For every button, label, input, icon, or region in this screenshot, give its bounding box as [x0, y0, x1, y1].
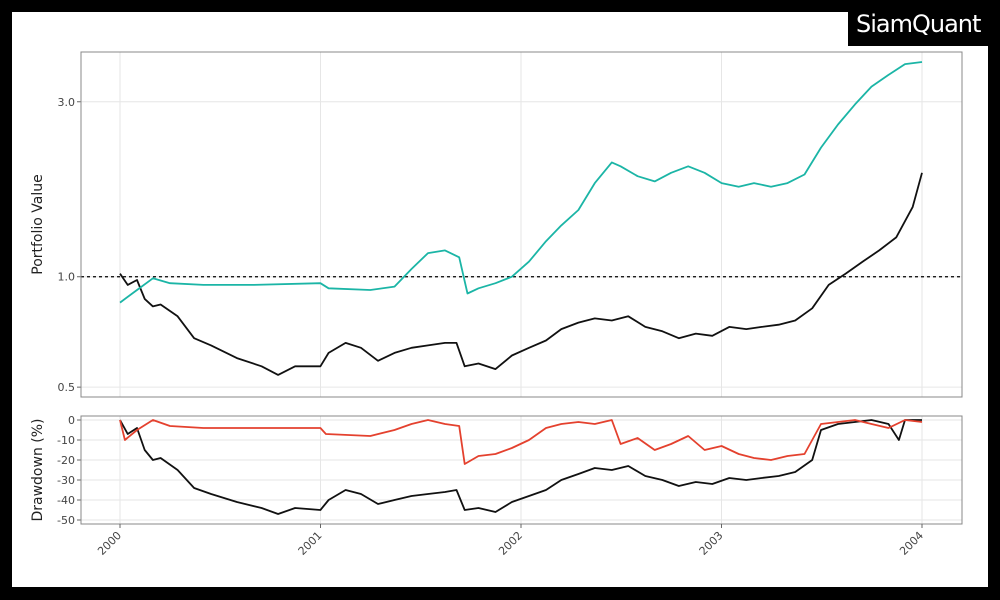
portfolio-value-panel: 0.5 1.0 3.0 Portfolio Value	[30, 51, 963, 398]
x-tick-label: 2001	[296, 529, 325, 558]
logo-tab	[848, 8, 1000, 46]
series-line-0	[119, 419, 923, 465]
y-tick-label: 1.0	[58, 271, 76, 284]
y-tick-label: 0	[68, 414, 75, 427]
y-tick-label: -10	[57, 434, 75, 447]
y-tick-label: -40	[57, 494, 75, 507]
x-tick-label: 2002	[496, 529, 525, 558]
series-line-1	[119, 172, 923, 376]
x-tick-label: 2000	[95, 529, 124, 558]
y-tick-label: -50	[57, 514, 75, 527]
y-axis-label: Portfolio Value	[30, 174, 46, 275]
series-line-1	[119, 419, 922, 515]
series-line-0	[119, 61, 923, 304]
x-axis: 2000 2001 2002 2003 2004	[95, 524, 926, 558]
y-tick-label: 0.5	[58, 381, 76, 394]
brand-logo: SiamQuant	[856, 10, 981, 38]
y-axis-label: Drawdown (%)	[30, 418, 46, 521]
x-tick-label: 2004	[897, 529, 926, 558]
panel-border	[80, 51, 963, 398]
drawdown-panel: 0 -10 -20 -30 -40 -50 Drawdown (%)	[30, 414, 963, 527]
y-tick-label: -30	[57, 474, 75, 487]
y-tick-label: -20	[57, 454, 75, 467]
y-tick-label: 3.0	[58, 96, 76, 109]
x-tick-label: 2003	[697, 529, 726, 558]
